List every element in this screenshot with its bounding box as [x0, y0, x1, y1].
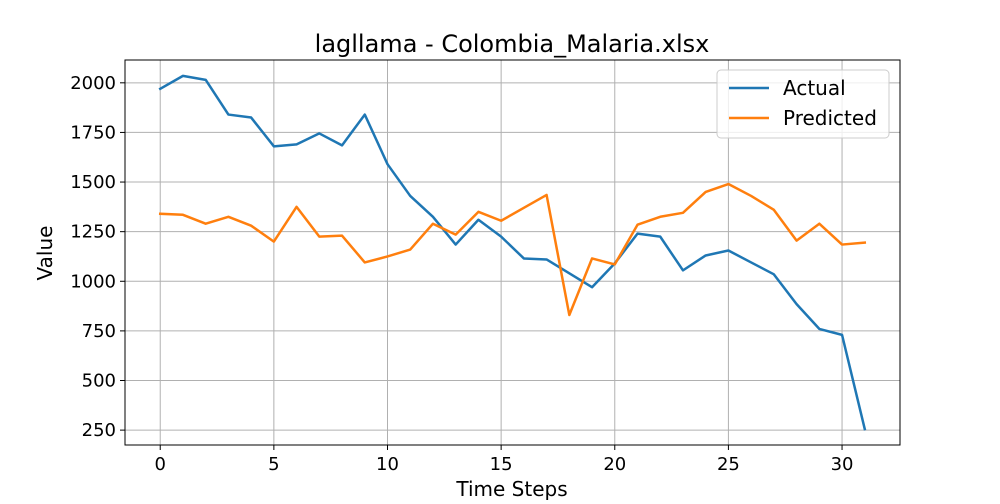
- axis-ticks: 0 5 10 15 20 25 30 250 500 750 1000 1250 1500 1750 200…: [70, 73, 853, 475]
- y-tick-label: 1500: [70, 172, 116, 193]
- series-line-predicted: [158, 182, 867, 317]
- series-lines: [158, 74, 867, 431]
- y-tick-label: 2000: [70, 73, 116, 94]
- chart-title: lagllama - Colombia_Malaria.xlsx: [315, 30, 710, 58]
- y-tick-label: 500: [82, 371, 116, 392]
- y-tick-label: 1750: [70, 122, 116, 143]
- legend: Actual Predicted: [716, 69, 890, 139]
- y-tick-label: 1250: [70, 222, 116, 243]
- x-tick-label: 0: [155, 454, 166, 475]
- y-tick-label: 750: [82, 321, 116, 342]
- legend-label-actual: Actual: [783, 76, 846, 100]
- y-tick-label: 250: [82, 420, 116, 441]
- y-axis-label: Value: [33, 226, 57, 281]
- x-tick-label: 25: [717, 454, 740, 475]
- x-tick-label: 30: [831, 454, 854, 475]
- axes-frame: [124, 59, 901, 446]
- x-tick-label: 5: [268, 454, 279, 475]
- y-tick-label: 1000: [70, 271, 116, 292]
- x-tick-label: 10: [376, 454, 399, 475]
- x-tick-label: 20: [603, 454, 626, 475]
- x-axis-label: Time Steps: [455, 477, 567, 500]
- x-tick-label: 15: [490, 454, 513, 475]
- legend-label-predicted: Predicted: [783, 106, 877, 130]
- series-line-actual: [158, 74, 867, 431]
